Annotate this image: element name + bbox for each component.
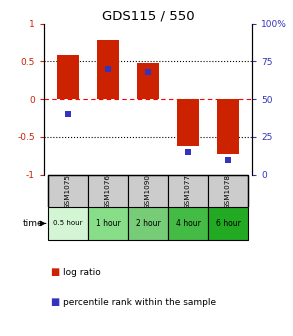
Text: 2 hour: 2 hour [136, 219, 160, 228]
Bar [168, 207, 208, 240]
Bar [128, 175, 168, 208]
Text: 1 hour: 1 hour [96, 219, 120, 228]
Point [105, 66, 110, 72]
Text: GSM1076: GSM1076 [105, 174, 111, 209]
Bar [48, 207, 88, 240]
Bar [208, 175, 248, 208]
Text: GSM1090: GSM1090 [145, 174, 151, 209]
Point [66, 112, 70, 117]
Point [186, 150, 190, 155]
Text: ■: ■ [50, 297, 59, 307]
Text: time: time [23, 219, 43, 228]
Point [146, 69, 150, 75]
Text: GSM1077: GSM1077 [185, 174, 191, 209]
Text: percentile rank within the sample: percentile rank within the sample [63, 298, 216, 307]
Text: log ratio: log ratio [63, 268, 101, 277]
Bar [48, 175, 88, 208]
Text: GSM1075: GSM1075 [65, 174, 71, 209]
Point [226, 157, 230, 162]
Bar [137, 63, 159, 99]
Bar [177, 99, 199, 146]
Text: 0.5 hour: 0.5 hour [53, 220, 83, 226]
Bar [217, 99, 239, 154]
Title: GDS115 / 550: GDS115 / 550 [102, 9, 194, 23]
Bar [128, 207, 168, 240]
Bar [88, 207, 128, 240]
Bar [208, 207, 248, 240]
Text: 4 hour: 4 hour [176, 219, 200, 228]
Text: ■: ■ [50, 267, 59, 277]
Bar [97, 40, 119, 99]
Bar [57, 55, 79, 99]
Bar [168, 175, 208, 208]
Text: 6 hour: 6 hour [216, 219, 241, 228]
Bar [88, 175, 128, 208]
Text: GSM1078: GSM1078 [225, 174, 231, 209]
